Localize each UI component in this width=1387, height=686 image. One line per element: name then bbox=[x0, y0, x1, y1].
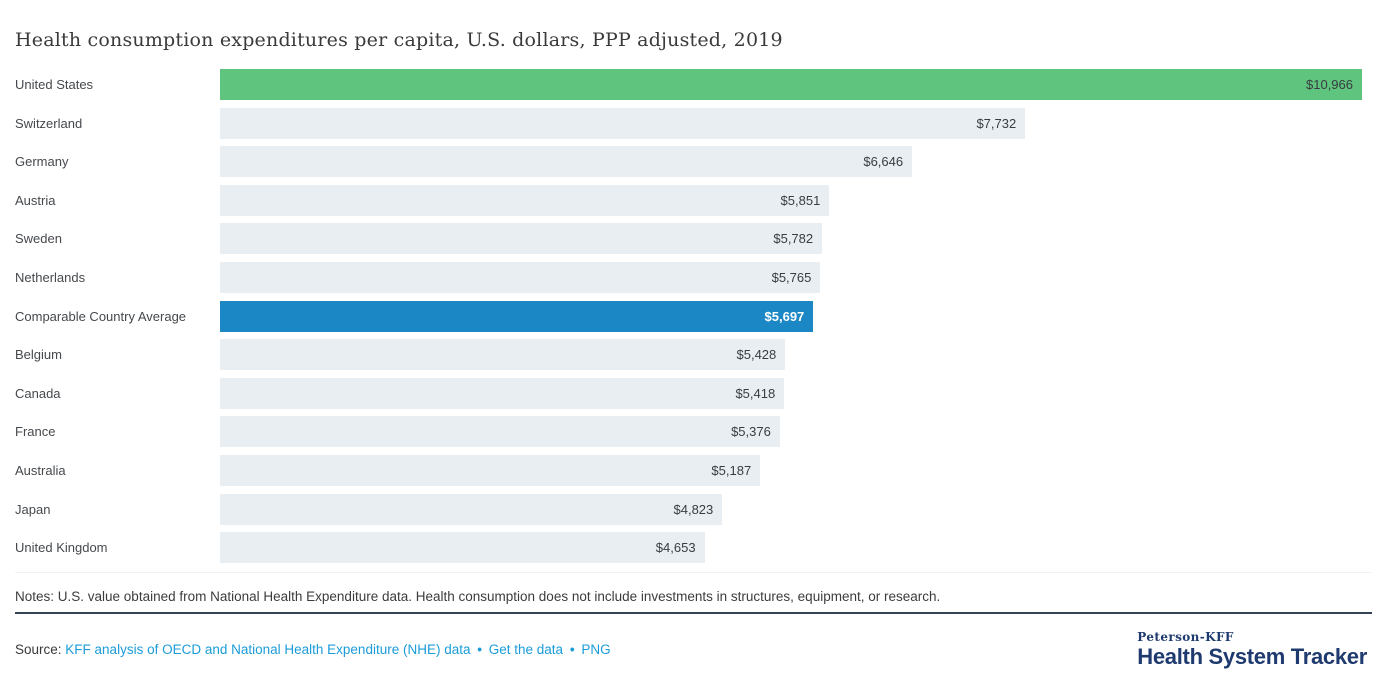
bar-track: $5,187 bbox=[220, 454, 1362, 486]
source-link-png[interactable]: PNG bbox=[581, 642, 611, 658]
bar-category-label: Australia bbox=[15, 462, 66, 478]
bar-value-label: $4,823 bbox=[673, 501, 714, 517]
bar-segment: $4,823 bbox=[220, 493, 723, 525]
bar-segment: $6,646 bbox=[220, 146, 913, 178]
bar-track: $7,732 bbox=[220, 107, 1362, 139]
bar-segment: $4,653 bbox=[220, 532, 705, 564]
bar-row: Comparable Country Average $5,697 bbox=[15, 300, 1362, 332]
notes-text: Notes: U.S. value obtained from National… bbox=[15, 589, 941, 605]
bar-track: $5,428 bbox=[220, 339, 1362, 371]
bar-row: Austria $5,851 bbox=[15, 184, 1362, 216]
notes-row: Notes: U.S. value obtained from National… bbox=[15, 572, 1372, 615]
bar-segment: $10,966 bbox=[220, 69, 1362, 100]
source-link-get-the-data[interactable]: Get the data bbox=[488, 642, 564, 658]
source-label: Source: bbox=[15, 642, 62, 658]
source-link-kff-analysis[interactable]: KFF analysis of OECD and National Health… bbox=[65, 642, 471, 658]
bar-segment: $5,187 bbox=[220, 454, 761, 486]
bar-category-label: Netherlands bbox=[15, 269, 86, 285]
bar-row: Japan $4,823 bbox=[15, 493, 1362, 525]
bar-category-label: Germany bbox=[15, 154, 69, 170]
bar-category-label: Sweden bbox=[15, 231, 62, 247]
bar-segment: $5,782 bbox=[220, 223, 823, 255]
bar-chart: United States $10,966 Switzerland $7,732 Ger… bbox=[15, 69, 1362, 564]
bar-category-label: United States bbox=[15, 77, 94, 92]
chart-title: Health consumption expenditures per capi… bbox=[15, 29, 783, 51]
bar-row: Belgium $5,428 bbox=[15, 339, 1362, 371]
bar-track: $5,418 bbox=[220, 377, 1362, 409]
logo-health-system-tracker-text: Health System Tracker bbox=[1137, 644, 1367, 670]
bar-value-label: $5,782 bbox=[773, 231, 814, 247]
bar-track: $5,782 bbox=[220, 223, 1362, 255]
bar-row: Germany $6,646 bbox=[15, 146, 1362, 178]
bar-category-label: Comparable Country Average bbox=[15, 308, 187, 324]
bar-track: $4,653 bbox=[220, 532, 1362, 564]
bar-category-label: Canada bbox=[15, 385, 61, 401]
bar-value-label: $6,646 bbox=[863, 154, 904, 170]
bar-value-label: $10,966 bbox=[1306, 77, 1353, 92]
bar-category-label: United Kingdom bbox=[15, 540, 108, 556]
bar-row: United States $10,966 bbox=[15, 69, 1362, 100]
source-row: Source: KFF analysis of OECD and Nationa… bbox=[15, 642, 611, 657]
bar-segment: $5,697 bbox=[220, 300, 814, 332]
bar-category-label: Austria bbox=[15, 192, 56, 208]
bar-value-label: $5,376 bbox=[731, 424, 771, 440]
bar-row: Sweden $5,782 bbox=[15, 223, 1362, 255]
bar-value-label: $5,765 bbox=[771, 269, 812, 285]
bar-value-label: $5,851 bbox=[780, 192, 821, 208]
bar-value-label: $7,732 bbox=[976, 115, 1017, 131]
bar-row: United Kingdom $4,653 bbox=[15, 532, 1362, 564]
bar-row: France $5,376 bbox=[15, 416, 1362, 448]
bar-value-label: $5,697 bbox=[764, 308, 805, 324]
bar-segment: $7,732 bbox=[220, 107, 1026, 139]
bar-row: Canada $5,418 bbox=[15, 377, 1362, 409]
bar-track: $5,765 bbox=[220, 261, 1362, 293]
bar-track: $6,646 bbox=[220, 146, 1362, 178]
bar-segment: $5,428 bbox=[220, 339, 786, 371]
bar-category-label: Switzerland bbox=[15, 115, 83, 131]
bar-value-label: $5,187 bbox=[711, 462, 752, 478]
bar-value-label: $5,418 bbox=[735, 385, 776, 401]
bar-value-label: $5,428 bbox=[736, 347, 777, 363]
bar-category-label: Belgium bbox=[15, 347, 62, 363]
logo-peterson-kff-text: Peterson-KFF bbox=[1137, 630, 1234, 645]
bar-segment: $5,765 bbox=[220, 261, 821, 293]
bar-segment: $5,376 bbox=[220, 416, 780, 448]
bar-segment: $5,418 bbox=[220, 377, 785, 409]
footer: Source: KFF analysis of OECD and Nationa… bbox=[15, 630, 1372, 669]
bar-track: $10,966 bbox=[220, 69, 1362, 100]
bar-segment: $5,851 bbox=[220, 184, 830, 216]
bullet-separator: • bbox=[569, 642, 575, 658]
bar-track: $5,697 bbox=[220, 300, 1362, 332]
bar-track: $5,851 bbox=[220, 184, 1362, 216]
bar-category-label: Japan bbox=[15, 501, 51, 517]
bar-category-label: France bbox=[15, 424, 56, 440]
peterson-kff-tracker-logo[interactable]: Peterson-KFF Health System Tracker bbox=[1137, 630, 1372, 669]
bar-track: $4,823 bbox=[220, 493, 1362, 525]
bullet-separator: • bbox=[477, 642, 482, 658]
bar-row: Australia $5,187 bbox=[15, 454, 1362, 486]
bar-track: $5,376 bbox=[220, 416, 1362, 448]
bar-row: Switzerland $7,732 bbox=[15, 107, 1362, 139]
bar-value-label: $4,653 bbox=[655, 540, 696, 556]
bar-row: Netherlands $5,765 bbox=[15, 261, 1362, 293]
